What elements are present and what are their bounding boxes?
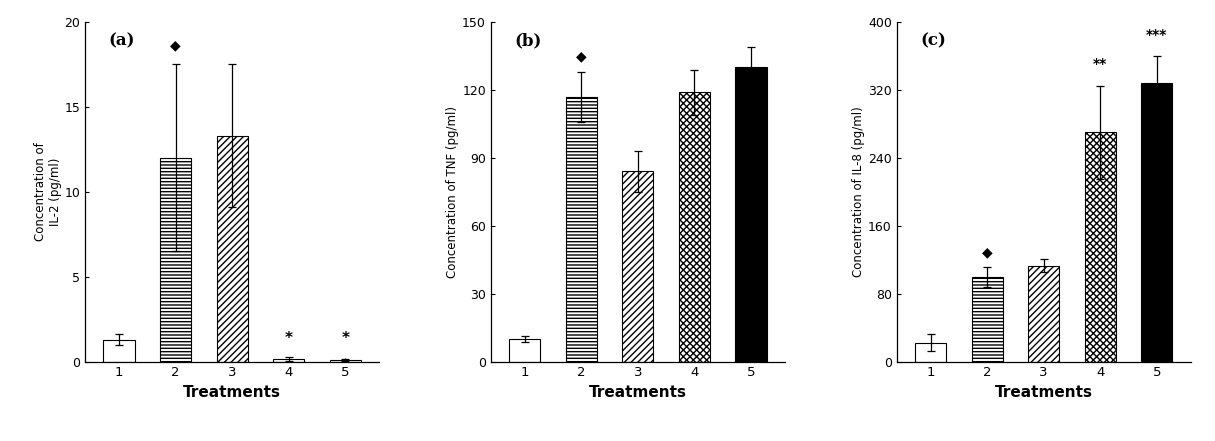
Text: ***: *** bbox=[1146, 28, 1168, 42]
Text: (c): (c) bbox=[920, 32, 946, 49]
Bar bbox=[622, 172, 654, 362]
Y-axis label: Concentration of IL-8 (pg/ml): Concentration of IL-8 (pg/ml) bbox=[852, 106, 865, 277]
Text: (b): (b) bbox=[514, 32, 542, 49]
Bar bbox=[1141, 83, 1172, 362]
Text: *: * bbox=[341, 331, 349, 346]
X-axis label: Treatments: Treatments bbox=[995, 385, 1092, 400]
Text: ◆: ◆ bbox=[576, 49, 587, 63]
Bar bbox=[1085, 132, 1115, 362]
Bar bbox=[735, 67, 767, 362]
Bar bbox=[160, 158, 191, 362]
Bar bbox=[103, 340, 135, 362]
Bar bbox=[679, 92, 710, 362]
Bar bbox=[972, 277, 1002, 362]
Bar bbox=[509, 339, 541, 362]
Bar bbox=[566, 97, 597, 362]
Bar bbox=[915, 343, 946, 362]
Text: (a): (a) bbox=[108, 32, 135, 49]
Text: **: ** bbox=[1094, 57, 1107, 71]
Y-axis label: Concentration of
IL-2 (pg/ml): Concentration of IL-2 (pg/ml) bbox=[34, 142, 62, 241]
Text: ◆: ◆ bbox=[982, 246, 993, 260]
Y-axis label: Concentration of TNF (pg/ml): Concentration of TNF (pg/ml) bbox=[446, 106, 459, 278]
X-axis label: Treatments: Treatments bbox=[183, 385, 281, 400]
X-axis label: Treatments: Treatments bbox=[589, 385, 686, 400]
Text: ◆: ◆ bbox=[170, 39, 181, 52]
Bar bbox=[216, 136, 248, 362]
Bar bbox=[1028, 265, 1059, 362]
Bar bbox=[273, 359, 304, 362]
Text: *: * bbox=[284, 331, 293, 346]
Bar bbox=[329, 360, 361, 362]
